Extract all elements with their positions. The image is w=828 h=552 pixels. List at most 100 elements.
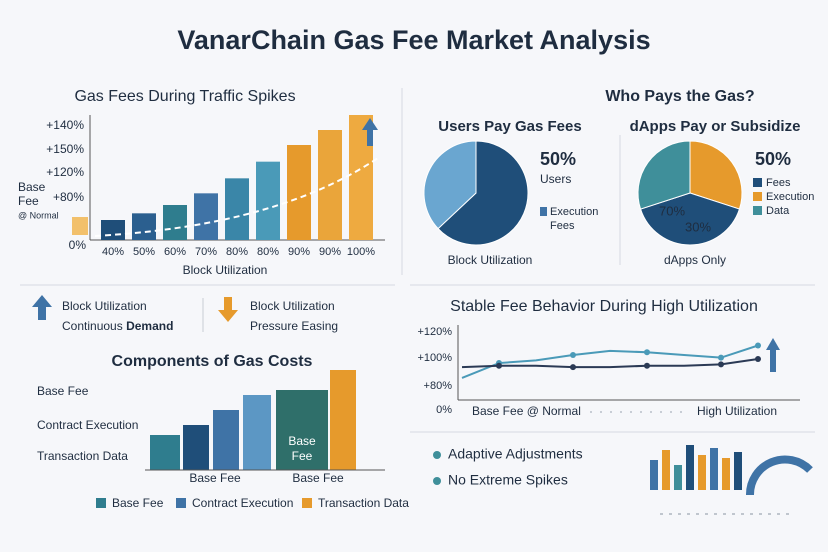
- trend-curve: [94, 157, 379, 237]
- legend-swatch: [753, 206, 762, 215]
- point: [644, 349, 650, 356]
- legend-label: Fees: [766, 177, 791, 189]
- row-label: Contract Execution: [37, 418, 138, 432]
- share: 50%: [540, 149, 576, 169]
- down-arrow: [218, 297, 238, 322]
- bar-text: Fee: [292, 449, 313, 463]
- up-arrow: [32, 295, 52, 320]
- point: [718, 354, 724, 361]
- share: 50%: [755, 149, 791, 169]
- x-tick-label: 70%: [195, 246, 217, 258]
- legend-swatch: [753, 178, 762, 187]
- base-label: Base: [18, 180, 46, 194]
- x-tick-label: 80%: [226, 246, 248, 258]
- point: [755, 342, 761, 349]
- point: [755, 356, 761, 362]
- legend-swatch: [176, 498, 186, 508]
- legend-swatch: [302, 498, 312, 508]
- bar: [150, 435, 180, 470]
- x-tick-label: 40%: [102, 246, 124, 258]
- x-tick-label: 90%: [288, 246, 310, 258]
- y-tick-label: 0%: [69, 238, 87, 252]
- y-tick-label: 0%: [436, 404, 452, 416]
- slice-label: 30%: [685, 219, 711, 234]
- up-arrow: [766, 338, 780, 372]
- decoration: [650, 445, 813, 515]
- caption: dApps Only: [664, 253, 726, 267]
- bar: [243, 395, 271, 470]
- bar: [225, 178, 249, 240]
- bar: [163, 205, 187, 240]
- bar: [276, 390, 328, 470]
- share-label: Users: [540, 172, 571, 186]
- x-label: Base Fee @ Normal: [472, 404, 581, 418]
- x-label: High Utilization: [697, 404, 777, 418]
- panel-title: Stable Fee Behavior During High Utilizat…: [450, 298, 758, 315]
- panel-title: Gas Fees During Traffic Spikes: [74, 88, 295, 105]
- x-tick-label: 50%: [133, 246, 155, 258]
- y-tick-label: +120%: [417, 326, 452, 338]
- x-label: Base Fee: [189, 471, 241, 485]
- y-tick-label: +150%: [46, 142, 84, 156]
- bar: [256, 161, 280, 240]
- caption: Block Utilization: [448, 253, 533, 267]
- point: [644, 362, 650, 369]
- panel-title: Components of Gas Costs: [112, 353, 313, 370]
- legend-label: Fees: [550, 220, 575, 232]
- pie-slice: [637, 140, 691, 210]
- trend-text: Pressure Easing: [250, 319, 338, 333]
- axis-label: Block Utilization: [183, 263, 268, 277]
- title: VanarChain Gas Fee Market Analysis: [177, 25, 650, 55]
- line: [461, 358, 759, 369]
- base-label: @ Normal: [18, 210, 59, 220]
- x-tick-label: 100%: [347, 246, 375, 258]
- legend-label: Base Fee: [112, 496, 164, 510]
- y-tick-label: +120%: [46, 165, 84, 179]
- slice-label: 70%: [659, 203, 685, 218]
- panel-title: Who Pays the Gas?: [605, 88, 754, 105]
- bar: [132, 213, 156, 240]
- bullet-dot: [433, 451, 441, 459]
- legend-label: Data: [766, 205, 790, 217]
- base-marker: [72, 217, 88, 235]
- legend-label: Transaction Data: [318, 496, 409, 510]
- bullet-dot: [433, 477, 441, 485]
- sub-title: Users Pay Gas Fees: [438, 118, 581, 135]
- up-arrow: [362, 118, 378, 146]
- trend-text: Continuous Demand: [62, 319, 173, 333]
- base-label: Fee: [18, 194, 39, 208]
- bullet: No Extreme Spikes: [448, 472, 568, 488]
- legend-label: Execution: [550, 206, 598, 218]
- bar-text: Base: [288, 434, 316, 448]
- bullet: Adaptive Adjustments: [448, 446, 583, 462]
- pie-slice: [437, 140, 529, 246]
- line: [461, 344, 759, 379]
- point: [718, 361, 724, 368]
- pie-slice: [639, 192, 741, 246]
- legend-swatch: [96, 498, 106, 508]
- trend-text: Block Utilization: [250, 299, 335, 313]
- row-label: Transaction Data: [37, 449, 128, 463]
- legend-label: Execution: [766, 191, 814, 203]
- y-tick-label: +100%: [417, 352, 452, 364]
- legend-swatch: [753, 192, 762, 201]
- sub-title: dApps Pay or Subsidize: [630, 118, 801, 135]
- pie-slice: [689, 140, 743, 210]
- point: [570, 351, 576, 358]
- point: [496, 362, 502, 369]
- point: [570, 364, 576, 371]
- row-label: Base Fee: [37, 384, 89, 398]
- bar: [183, 425, 209, 470]
- x-tick-label: 60%: [164, 246, 186, 258]
- bar: [287, 145, 311, 240]
- y-tick-label: +140%: [46, 118, 84, 132]
- y-tick-label: +80%: [53, 190, 84, 204]
- trend-text: Block Utilization: [62, 299, 147, 313]
- pie-slice: [423, 140, 477, 230]
- legend-label: Contract Execution: [192, 496, 293, 510]
- bar: [330, 370, 356, 470]
- bar: [194, 193, 218, 240]
- bar: [213, 410, 239, 470]
- bar: [101, 220, 125, 240]
